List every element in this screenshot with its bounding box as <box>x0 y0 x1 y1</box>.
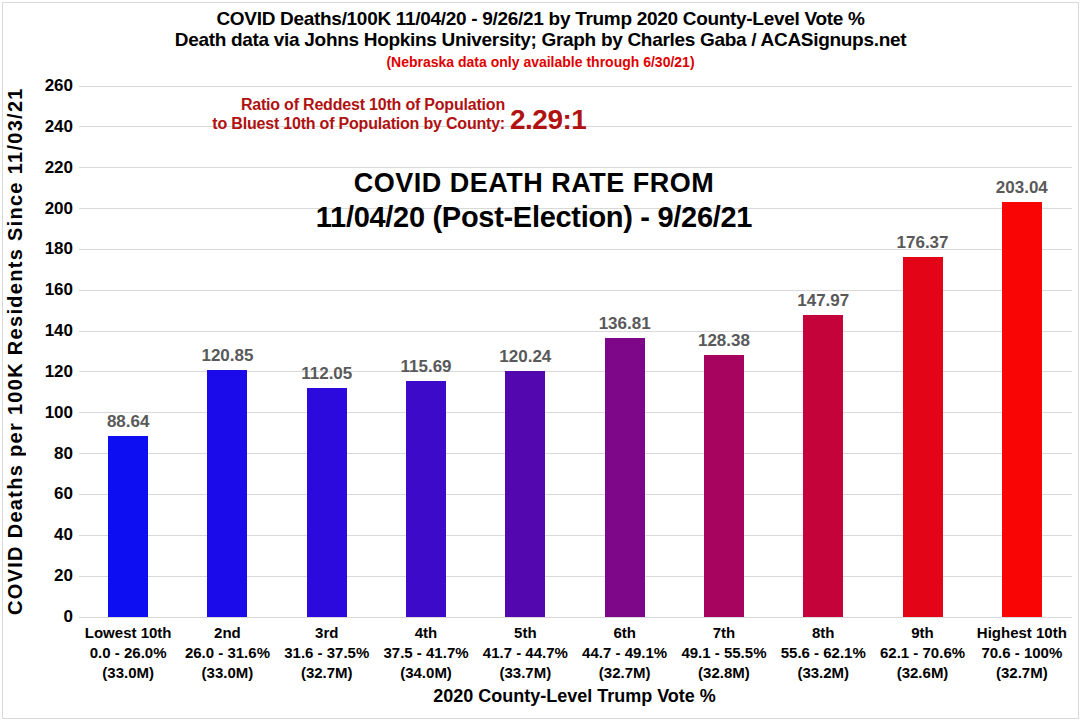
bar-value-label-5: 120.24 <box>476 347 575 367</box>
bar-9 <box>903 257 943 617</box>
x-tick-label-2: 2nd 26.0 - 31.6% (33.0M) <box>174 623 281 683</box>
y-tick-label-60: 60 <box>0 484 73 504</box>
ratio-annotation: Ratio of Reddest 10th of Population to B… <box>0 95 505 133</box>
x-tick-label-8: 8th 55.6 - 62.1% (33.2M) <box>770 623 877 683</box>
x-tick-label-10: Highest 10th 70.6 - 100% (32.7M) <box>968 623 1075 683</box>
y-tick-label-20: 20 <box>0 566 73 586</box>
y-tick-label-140: 140 <box>0 321 73 341</box>
ratio-annotation-value: 2.29:1 <box>510 106 586 134</box>
bar-value-label-10: 203.04 <box>972 178 1071 198</box>
y-tick-label-180: 180 <box>0 239 73 259</box>
plot-title-line2: 11/04/20 (Post-Election) - 9/26/21 <box>316 203 752 232</box>
x-tick-label-1: Lowest 10th 0.0 - 26.0% (33.0M) <box>75 623 182 683</box>
plot-title-line1: COVID DEATH RATE FROM <box>316 170 752 197</box>
x-tick-label-3: 3rd 31.6 - 37.5% (32.7M) <box>273 623 380 683</box>
header-title-line2: Death data via Johns Hopkins University;… <box>0 29 1081 50</box>
y-tick-label-80: 80 <box>0 444 73 464</box>
ratio-annotation-line1: Ratio of Reddest 10th of Population <box>0 95 505 114</box>
x-tick-label-4: 4th 37.5 - 41.7% (34.0M) <box>372 623 479 683</box>
bar-6 <box>605 338 645 617</box>
x-axis-title: 2020 County-Level Trump Vote % <box>78 686 1071 706</box>
bar-8 <box>803 315 843 617</box>
y-tick-label-120: 120 <box>0 362 73 382</box>
y-tick-label-0: 0 <box>0 607 73 627</box>
header-note: (Nebraska data only available through 6/… <box>0 54 1081 70</box>
bar-value-label-6: 136.81 <box>575 314 674 334</box>
bar-value-label-2: 120.85 <box>178 346 277 366</box>
bar-1 <box>108 436 148 617</box>
bar-3 <box>307 388 347 617</box>
x-tick-label-7: 7th 49.1 - 55.5% (32.8M) <box>670 623 777 683</box>
y-tick-label-40: 40 <box>0 525 73 545</box>
bar-value-label-9: 176.37 <box>873 233 972 253</box>
ratio-annotation-line2: to Bluest 10th of Population by County: <box>0 114 505 133</box>
x-tick-label-6: 6th 44.7 - 49.1% (32.7M) <box>571 623 678 683</box>
y-tick-label-260: 260 <box>0 76 73 96</box>
covid-death-rate-chart: COVID Deaths/100K 11/04/20 - 9/26/21 by … <box>0 0 1081 721</box>
bar-value-label-8: 147.97 <box>774 291 873 311</box>
y-tick-label-200: 200 <box>0 199 73 219</box>
bar-value-label-4: 115.69 <box>376 357 475 377</box>
x-tick-label-9: 9th 62.1 - 70.6% (32.6M) <box>869 623 976 683</box>
chart-header: COVID Deaths/100K 11/04/20 - 9/26/21 by … <box>0 8 1081 70</box>
x-tick-label-5: 5th 41.7 - 44.7% (33.7M) <box>472 623 579 683</box>
plot-title: COVID DEATH RATE FROM 11/04/20 (Post-Ele… <box>316 170 752 232</box>
header-title-line1: COVID Deaths/100K 11/04/20 - 9/26/21 by … <box>0 8 1081 29</box>
bar-10 <box>1002 202 1042 617</box>
bar-value-label-3: 112.05 <box>277 364 376 384</box>
bar-4 <box>406 381 446 617</box>
bar-value-label-1: 88.64 <box>79 412 178 432</box>
bar-value-label-7: 128.38 <box>674 331 773 351</box>
bar-7 <box>704 355 744 617</box>
bar-2 <box>207 370 247 617</box>
y-tick-label-240: 240 <box>0 117 73 137</box>
gridline-260 <box>79 86 1072 87</box>
y-tick-label-100: 100 <box>0 403 73 423</box>
y-tick-label-160: 160 <box>0 280 73 300</box>
y-tick-label-220: 220 <box>0 158 73 178</box>
bar-5 <box>505 371 545 617</box>
